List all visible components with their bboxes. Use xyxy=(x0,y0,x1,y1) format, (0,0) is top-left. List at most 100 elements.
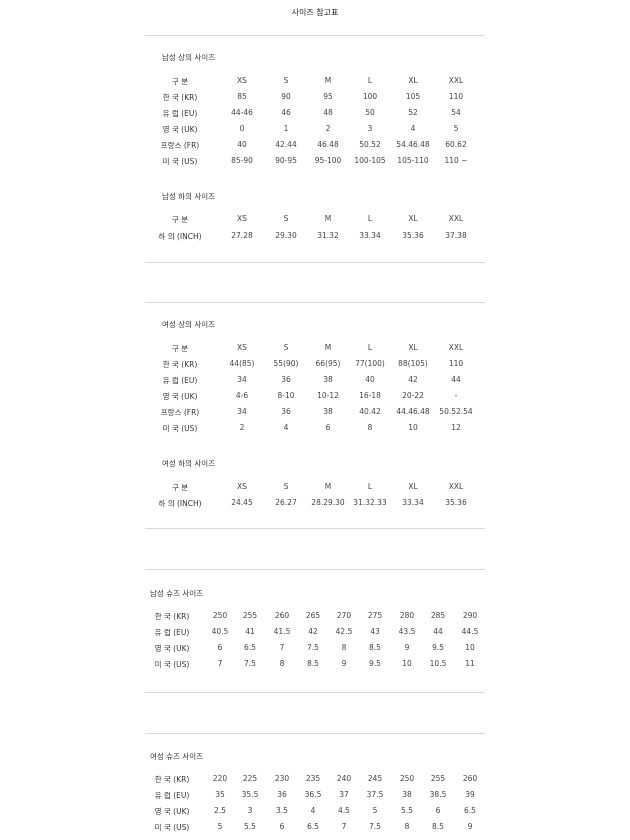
row-label: 유 럽 (EU) xyxy=(154,791,190,800)
row-label: 유 럽 (EU) xyxy=(162,376,198,385)
table-cell: 2 xyxy=(239,423,245,432)
table-cell: 85 xyxy=(237,92,247,101)
row-label: 미 국 (US) xyxy=(162,424,198,433)
table-cell: 7 xyxy=(341,822,347,831)
divider xyxy=(145,262,485,263)
table-cell: 26.27 xyxy=(275,498,297,507)
table-cell: 42.5 xyxy=(335,627,353,636)
table-cell: 41.5 xyxy=(273,627,291,636)
divider xyxy=(145,733,485,734)
table-cell: 9 xyxy=(341,659,347,668)
table-cell: 40 xyxy=(365,375,375,384)
divider xyxy=(145,302,485,303)
column-header: XL xyxy=(408,214,418,223)
row-label: 구 분 xyxy=(171,483,189,492)
divider xyxy=(145,692,485,693)
column-header: M xyxy=(324,214,332,223)
row-label: 구 분 xyxy=(171,77,189,86)
column-header: XXL xyxy=(448,76,464,85)
table-cell: 225 xyxy=(242,774,258,783)
table-cell: 29.30 xyxy=(275,231,297,240)
table-cell: 110 ~ xyxy=(444,156,468,165)
table-cell: 280 xyxy=(399,611,415,620)
table-cell: 31.32 xyxy=(317,231,339,240)
table-cell: 31.32.33 xyxy=(353,498,387,507)
table-cell: 12 xyxy=(451,423,461,432)
table-cell: 10 xyxy=(408,423,418,432)
table-cell: 2.5 xyxy=(214,806,226,815)
table-cell: 4 xyxy=(410,124,416,133)
table-cell: 10.5 xyxy=(429,659,447,668)
table-cell: 6 xyxy=(435,806,441,815)
row-label: 유 럽 (EU) xyxy=(162,109,198,118)
table-cell: 85-90 xyxy=(231,156,253,165)
column-header: XL xyxy=(408,343,418,352)
table-cell: 38 xyxy=(323,407,333,416)
section-title: 여성 하의 사이즈 xyxy=(162,459,216,468)
column-header: XS xyxy=(237,343,247,352)
table-cell: 44-46 xyxy=(231,108,253,117)
column-header: XL xyxy=(408,76,418,85)
row-label: 프랑스 (FR) xyxy=(160,408,200,417)
table-cell: 44.5 xyxy=(461,627,479,636)
section-title: 남성 슈즈 사이즈 xyxy=(150,589,204,598)
table-cell: 52 xyxy=(408,108,418,117)
table-cell: 8 xyxy=(279,659,285,668)
table-cell: 36 xyxy=(281,375,291,384)
column-header: XXL xyxy=(448,214,464,223)
column-header: L xyxy=(367,214,373,223)
table-cell: 5 xyxy=(372,806,378,815)
table-cell: 230 xyxy=(274,774,290,783)
table-cell: 7.5 xyxy=(307,643,319,652)
table-cell: 110 xyxy=(448,92,464,101)
table-cell: 9.5 xyxy=(369,659,381,668)
column-header: XS xyxy=(237,482,247,491)
table-cell: 6.5 xyxy=(464,806,476,815)
table-cell: 54.46.48 xyxy=(396,140,430,149)
table-cell: 8 xyxy=(367,423,373,432)
row-label: 미 국 (US) xyxy=(154,660,190,669)
table-cell: 240 xyxy=(336,774,352,783)
table-cell: 8 xyxy=(404,822,410,831)
table-cell: 5.5 xyxy=(401,806,413,815)
table-cell: 10 xyxy=(465,643,475,652)
table-cell: 290 xyxy=(462,611,478,620)
column-header: L xyxy=(367,482,373,491)
table-cell: 9 xyxy=(467,822,473,831)
table-cell: 7.5 xyxy=(369,822,381,831)
table-cell: 41 xyxy=(245,627,255,636)
column-header: S xyxy=(283,482,289,491)
table-cell: 95 xyxy=(323,92,333,101)
table-cell: 42 xyxy=(308,627,318,636)
row-label: 영 국 (UK) xyxy=(154,644,190,653)
table-cell: 27.28 xyxy=(231,231,253,240)
table-cell: 48 xyxy=(323,108,333,117)
table-cell: 250 xyxy=(399,774,415,783)
divider xyxy=(145,569,485,570)
column-header: XL xyxy=(408,482,418,491)
table-cell: 275 xyxy=(367,611,383,620)
table-cell: 10 xyxy=(402,659,412,668)
table-cell: 6.5 xyxy=(307,822,319,831)
row-label: 하 의 (INCH) xyxy=(158,499,202,508)
table-cell: 20-22 xyxy=(402,391,424,400)
table-cell: 4.5 xyxy=(338,806,350,815)
table-cell: 270 xyxy=(336,611,352,620)
table-cell: 95-100 xyxy=(314,156,342,165)
divider xyxy=(145,35,485,36)
table-cell: 28.29.30 xyxy=(311,498,345,507)
column-header: S xyxy=(283,343,289,352)
column-header: M xyxy=(324,482,332,491)
row-label: 영 국 (UK) xyxy=(162,392,198,401)
page-title: 사이즈 참고표 xyxy=(291,8,339,17)
table-cell: 43.5 xyxy=(398,627,416,636)
row-label: 구 분 xyxy=(171,215,189,224)
table-cell: 100-105 xyxy=(354,156,386,165)
table-cell: 8.5 xyxy=(307,659,319,668)
table-cell: 34 xyxy=(237,375,247,384)
row-label: 유 럽 (EU) xyxy=(154,628,190,637)
table-cell: 6 xyxy=(325,423,331,432)
table-cell: 90 xyxy=(281,92,291,101)
table-cell: 90-95 xyxy=(275,156,297,165)
table-cell: 44 xyxy=(451,375,461,384)
